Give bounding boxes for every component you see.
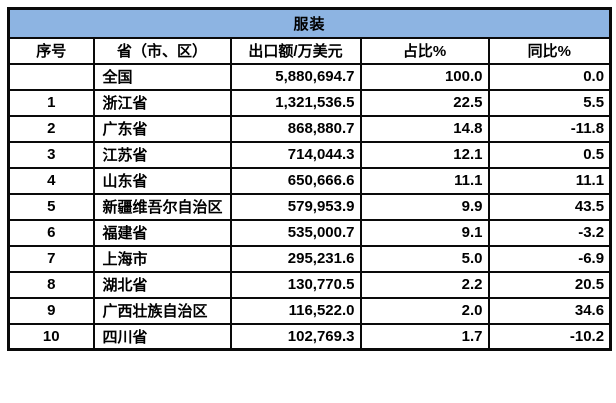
column-header-region: 省（市、区） bbox=[92, 36, 232, 65]
column-header-no: 序号 bbox=[7, 36, 95, 65]
table-row: 1 浙江省 1,321,536.5 22.5 5.5 bbox=[7, 88, 612, 117]
share-cell: 11.1 bbox=[359, 166, 490, 195]
share-cell: 22.5 bbox=[359, 88, 490, 117]
header-row: 序号 省（市、区） 出口额/万美元 占比% 同比% bbox=[7, 36, 612, 65]
export-cell: 714,044.3 bbox=[229, 140, 362, 169]
export-cell: 579,953.9 bbox=[229, 192, 362, 221]
export-cell: 868,880.7 bbox=[229, 114, 362, 143]
export-cell: 650,666.6 bbox=[229, 166, 362, 195]
yoy-cell: -11.8 bbox=[487, 114, 612, 143]
table-row: 10 四川省 102,769.3 1.7 -10.2 bbox=[7, 322, 612, 351]
share-cell: 12.1 bbox=[359, 140, 490, 169]
table-row: 3 江苏省 714,044.3 12.1 0.5 bbox=[7, 140, 612, 169]
region-cell: 湖北省 bbox=[92, 270, 232, 299]
yoy-cell: 43.5 bbox=[487, 192, 612, 221]
share-cell: 9.1 bbox=[359, 218, 490, 247]
share-cell: 1.7 bbox=[359, 322, 490, 351]
column-header-yoy: 同比% bbox=[487, 36, 612, 65]
export-table-container: 服装 序号 省（市、区） 出口额/万美元 占比% 同比% 全国 5,880,69… bbox=[7, 7, 613, 351]
row-number-cell: 9 bbox=[7, 296, 95, 325]
region-cell: 广东省 bbox=[92, 114, 232, 143]
yoy-cell: 11.1 bbox=[487, 166, 612, 195]
region-cell: 山东省 bbox=[92, 166, 232, 195]
region-cell: 江苏省 bbox=[92, 140, 232, 169]
yoy-cell: 0.5 bbox=[487, 140, 612, 169]
column-header-share: 占比% bbox=[359, 36, 490, 65]
table-row: 8 湖北省 130,770.5 2.2 20.5 bbox=[7, 270, 612, 299]
row-number-cell: 10 bbox=[7, 322, 95, 351]
clothing-export-table: 服装 序号 省（市、区） 出口额/万美元 占比% 同比% 全国 5,880,69… bbox=[7, 7, 613, 351]
export-cell: 5,880,694.7 bbox=[229, 62, 362, 91]
export-cell: 102,769.3 bbox=[229, 322, 362, 351]
table-row: 6 福建省 535,000.7 9.1 -3.2 bbox=[7, 218, 612, 247]
share-cell: 2.0 bbox=[359, 296, 490, 325]
yoy-cell: -10.2 bbox=[487, 322, 612, 351]
export-cell: 116,522.0 bbox=[229, 296, 362, 325]
share-cell: 9.9 bbox=[359, 192, 490, 221]
table-row: 2 广东省 868,880.7 14.8 -11.8 bbox=[7, 114, 612, 143]
yoy-cell: -3.2 bbox=[487, 218, 612, 247]
row-number-cell: 3 bbox=[7, 140, 95, 169]
share-cell: 100.0 bbox=[359, 62, 490, 91]
yoy-cell: 0.0 bbox=[487, 62, 612, 91]
yoy-cell: -6.9 bbox=[487, 244, 612, 273]
table-row: 4 山东省 650,666.6 11.1 11.1 bbox=[7, 166, 612, 195]
yoy-cell: 5.5 bbox=[487, 88, 612, 117]
table-title: 服装 bbox=[7, 7, 612, 39]
region-cell: 福建省 bbox=[92, 218, 232, 247]
export-cell: 130,770.5 bbox=[229, 270, 362, 299]
table-row: 7 上海市 295,231.6 5.0 -6.9 bbox=[7, 244, 612, 273]
region-cell: 四川省 bbox=[92, 322, 232, 351]
export-cell: 295,231.6 bbox=[229, 244, 362, 273]
row-number-cell: 1 bbox=[7, 88, 95, 117]
row-number-cell: 5 bbox=[7, 192, 95, 221]
table-row: 5 新疆维吾尔自治区 579,953.9 9.9 43.5 bbox=[7, 192, 612, 221]
yoy-cell: 20.5 bbox=[487, 270, 612, 299]
share-cell: 14.8 bbox=[359, 114, 490, 143]
title-row: 服装 bbox=[7, 7, 612, 39]
region-cell: 全国 bbox=[92, 62, 232, 91]
row-number-cell: 6 bbox=[7, 218, 95, 247]
region-cell: 上海市 bbox=[92, 244, 232, 273]
yoy-cell: 34.6 bbox=[487, 296, 612, 325]
row-number-cell bbox=[7, 62, 95, 91]
table-row: 全国 5,880,694.7 100.0 0.0 bbox=[7, 62, 612, 91]
row-number-cell: 2 bbox=[7, 114, 95, 143]
share-cell: 2.2 bbox=[359, 270, 490, 299]
region-cell: 浙江省 bbox=[92, 88, 232, 117]
row-number-cell: 8 bbox=[7, 270, 95, 299]
region-cell: 广西壮族自治区 bbox=[92, 296, 232, 325]
export-cell: 1,321,536.5 bbox=[229, 88, 362, 117]
export-cell: 535,000.7 bbox=[229, 218, 362, 247]
row-number-cell: 4 bbox=[7, 166, 95, 195]
share-cell: 5.0 bbox=[359, 244, 490, 273]
row-number-cell: 7 bbox=[7, 244, 95, 273]
table-row: 9 广西壮族自治区 116,522.0 2.0 34.6 bbox=[7, 296, 612, 325]
column-header-export: 出口额/万美元 bbox=[229, 36, 362, 65]
region-cell: 新疆维吾尔自治区 bbox=[92, 192, 232, 221]
